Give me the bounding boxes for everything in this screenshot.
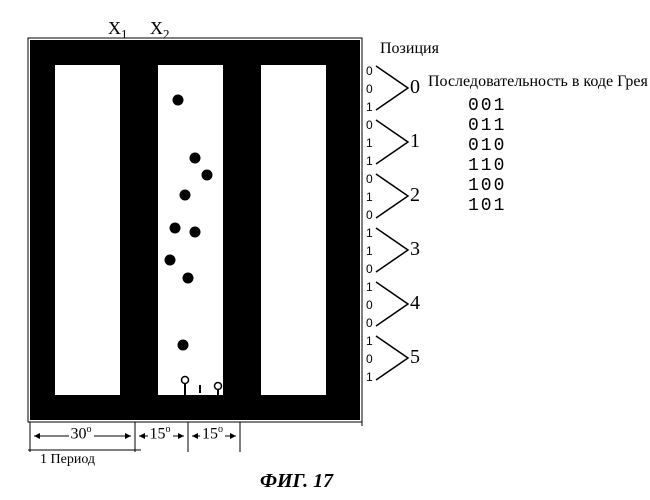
figure-canvas: { "meta": { "width": 650, "height": 500,… [0, 0, 650, 500]
dimension-label: 30o [69, 424, 94, 443]
dimension-layer: 30o 15o 15o [0, 0, 650, 500]
figure-caption: ФИГ. 17 [260, 470, 333, 493]
dimension-label: 15o [200, 424, 225, 443]
period-label: 1 Период [40, 452, 95, 468]
dimension-label: 15o [148, 424, 173, 443]
